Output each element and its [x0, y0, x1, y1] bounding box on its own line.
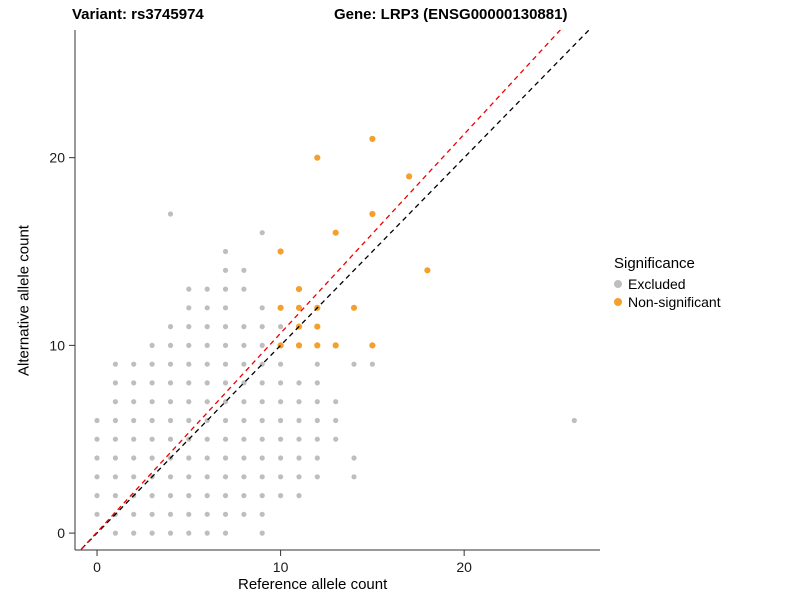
y-axis-label-wrap: Alternative allele count — [14, 210, 34, 390]
legend-item-non-significant-label: Non-significant — [628, 294, 721, 310]
excluded-point-icon — [614, 280, 622, 288]
non-significant-point-icon — [614, 298, 622, 306]
legend-item-non-significant: Non-significant — [614, 294, 721, 310]
svg-text:20: 20 — [49, 150, 65, 166]
variant-title: Variant: rs3745974 — [72, 6, 204, 23]
svg-text:10: 10 — [273, 559, 289, 575]
legend-title: Significance — [614, 255, 695, 272]
scatter-plot: 0 10 20 0 10 20 — [49, 30, 600, 575]
svg-text:20: 20 — [456, 559, 472, 575]
svg-text:10: 10 — [49, 337, 65, 353]
svg-text:0: 0 — [57, 525, 65, 541]
legend: Significance Excluded Non-significant — [614, 255, 721, 312]
x-axis-label: Reference allele count — [238, 576, 388, 593]
y-axis-label: Alternative allele count — [15, 225, 33, 376]
svg-text:0: 0 — [93, 559, 101, 575]
legend-item-excluded: Excluded — [614, 276, 721, 292]
legend-item-excluded-label: Excluded — [628, 276, 686, 292]
gene-title: Gene: LRP3 (ENSG00000130881) — [334, 6, 568, 23]
